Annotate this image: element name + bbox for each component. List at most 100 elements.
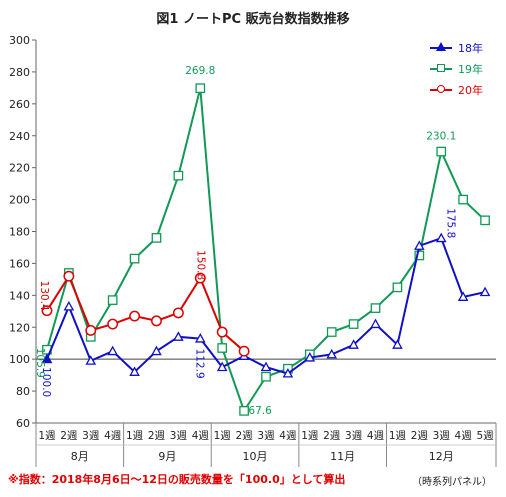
data-label: 269.8	[185, 65, 215, 77]
x-tick-label: 2週	[148, 430, 166, 442]
chart-title: 図1 ノートPC 販売台数指数推移	[156, 12, 350, 27]
data-point-19	[239, 406, 249, 416]
x-tick-label: 1週	[389, 430, 407, 442]
data-point-18	[326, 348, 338, 359]
data-label: 105.9	[34, 348, 46, 378]
data-point-18	[479, 286, 491, 297]
y-tick-label: 160	[9, 257, 30, 270]
data-point-18	[435, 232, 447, 243]
legend-label: 19年	[458, 63, 483, 76]
y-tick-label: 280	[9, 66, 30, 79]
data-point-19	[480, 215, 490, 226]
x-tick-label: 3週	[170, 430, 188, 442]
x-tick-label: 4週	[192, 430, 210, 442]
data-point-19	[195, 83, 206, 94]
data-label: 67.6	[248, 405, 272, 417]
x-tick-label: 1週	[126, 430, 144, 442]
data-label: 130.4	[38, 281, 50, 311]
data-point-18	[107, 345, 118, 356]
data-point-19	[173, 170, 184, 181]
data-label: 112.9	[193, 349, 205, 379]
data-point-18-filled	[41, 353, 53, 364]
y-tick-label: 180	[9, 226, 30, 239]
x-tick-label: 2週	[323, 430, 341, 442]
data-point-20	[194, 272, 206, 284]
data-point-20	[129, 310, 141, 322]
legend-square-icon	[437, 64, 445, 72]
y-tick-label: 120	[9, 321, 30, 334]
month-label: 12月	[429, 450, 454, 463]
data-point-19	[261, 371, 271, 382]
data-point-18	[85, 355, 97, 365]
series-line-20	[46, 274, 245, 352]
legend-item: 18年	[430, 38, 500, 59]
data-point-18	[457, 291, 469, 301]
data-point-20	[216, 326, 228, 338]
legend-label: 20年	[458, 84, 483, 97]
y-tick-label: 300	[9, 34, 30, 47]
data-point-18	[173, 331, 184, 341]
x-tick-label: 4週	[279, 430, 297, 442]
data-point-18	[194, 333, 206, 343]
legend-circle-icon	[437, 85, 445, 93]
x-tick-label: 4週	[104, 430, 122, 442]
data-point-20	[151, 315, 162, 327]
y-tick-label: 140	[9, 289, 30, 302]
data-point-20	[85, 324, 97, 336]
y-tick-label: 260	[9, 98, 30, 111]
data-point-19	[129, 253, 140, 264]
y-tick-label: 240	[9, 130, 30, 143]
x-tick-label: 2週	[411, 430, 429, 442]
x-tick-label: 4週	[367, 430, 385, 442]
y-tick-label: 80	[16, 385, 30, 398]
x-tick-label: 3週	[433, 430, 451, 442]
data-label: 175.8	[444, 208, 456, 238]
x-tick-label: 5週	[476, 430, 494, 442]
month-label: 11月	[330, 450, 355, 463]
index-note: ※指数：2018年8月6日～12日の販売数量を「100.0」として算出	[8, 473, 346, 486]
data-point-18	[63, 300, 75, 311]
data-point-19	[436, 146, 447, 157]
data-point-19	[392, 282, 403, 293]
data-point-18	[348, 339, 359, 349]
data-point-18	[151, 345, 162, 356]
data-point-19	[348, 319, 359, 329]
data-point-20	[238, 345, 250, 357]
legend-item: 20年	[430, 80, 500, 101]
data-point-19	[326, 327, 337, 337]
x-tick-label: 4週	[455, 430, 473, 442]
y-tick-label: 220	[9, 162, 30, 175]
data-point-18	[260, 361, 272, 372]
y-tick-label: 60	[16, 417, 30, 430]
legend-item: 19年	[430, 59, 500, 80]
data-point-18	[216, 361, 228, 372]
data-point-18	[414, 240, 425, 250]
data-point-20	[172, 307, 184, 319]
x-tick-label: 2週	[236, 430, 254, 442]
x-tick-label: 3週	[257, 430, 275, 442]
data-point-20	[63, 270, 75, 282]
x-tick-label: 3週	[345, 430, 363, 442]
data-label: 150.8	[194, 250, 206, 280]
data-point-19	[458, 194, 468, 205]
data-point-18	[129, 366, 140, 376]
data-point-18	[304, 352, 316, 362]
x-tick-label: 2週	[60, 430, 78, 442]
data-label: 230.1	[426, 131, 456, 143]
data-point-19	[107, 295, 118, 305]
y-tick-label: 200	[9, 194, 30, 207]
month-label: 10月	[243, 450, 268, 463]
data-point-19	[414, 250, 425, 261]
data-point-19	[217, 343, 228, 353]
source-label: （時系列パネル）	[412, 477, 492, 488]
legend-triangle-icon	[436, 42, 446, 51]
data-point-18	[392, 339, 403, 349]
data-point-18	[282, 367, 294, 378]
y-tick-label: 100	[9, 353, 30, 366]
data-point-20	[41, 305, 53, 317]
x-tick-label: 1週	[38, 430, 56, 442]
legend-label: 18年	[458, 42, 483, 55]
data-point-20	[107, 318, 119, 330]
x-tick-label: 3週	[82, 430, 100, 442]
